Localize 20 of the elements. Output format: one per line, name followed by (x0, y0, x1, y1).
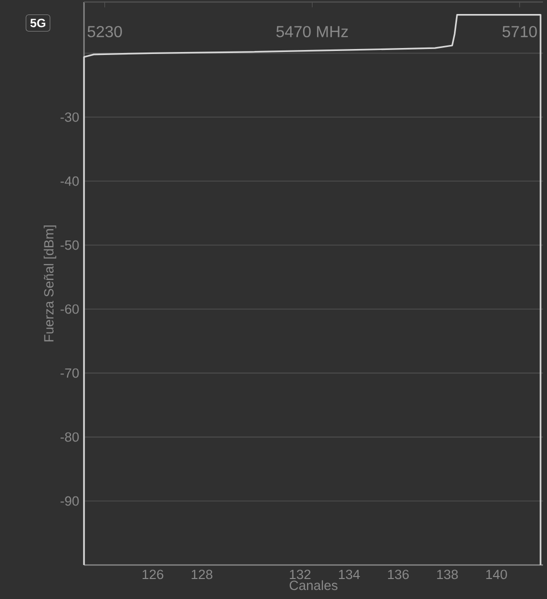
y-tick-label: -60 (60, 304, 79, 314)
x-tick-label: 134 (338, 570, 360, 580)
text: 5G (30, 18, 46, 28)
y-axis-title: Fuerza Señal [dBm] (44, 226, 56, 342)
y-tick-label: -80 (60, 432, 79, 442)
y-tick-label: -90 (60, 496, 79, 506)
y-tick-label: -70 (60, 368, 79, 378)
x-tick-label: 138 (437, 570, 458, 580)
x-tick-label: 128 (192, 570, 212, 580)
x-axis-title: Canales (290, 580, 338, 590)
x-tick-label: 126 (142, 570, 164, 580)
y-tick-label: -50 (60, 240, 79, 250)
x2-tick-label: 5710 (502, 26, 537, 38)
x-tick-label: 132 (290, 570, 310, 580)
x2-tick-label: 5470 MHz (276, 26, 348, 38)
y-tick-label: -30 (60, 112, 79, 122)
x2-tick-label: 5230 (88, 26, 122, 38)
x-tick-label: 136 (388, 570, 409, 580)
y-tick-label: -40 (60, 176, 79, 186)
x-tick-label: 140 (486, 570, 507, 580)
